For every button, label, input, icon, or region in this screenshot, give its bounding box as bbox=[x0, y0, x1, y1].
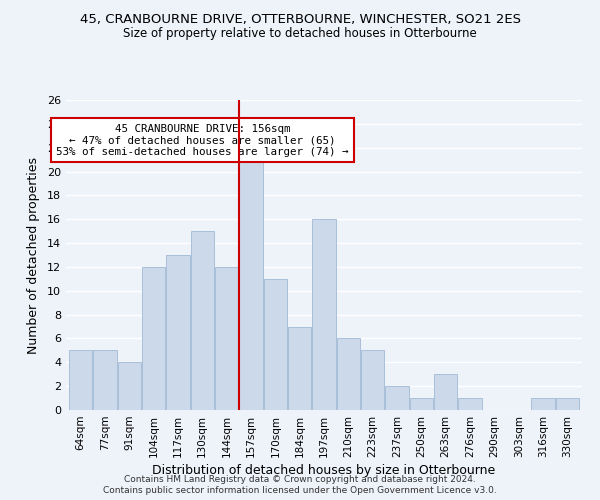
Bar bbox=[337, 338, 360, 410]
Bar bbox=[118, 362, 141, 410]
Bar bbox=[94, 350, 116, 410]
X-axis label: Distribution of detached houses by size in Otterbourne: Distribution of detached houses by size … bbox=[152, 464, 496, 477]
Bar bbox=[239, 160, 263, 410]
Text: Size of property relative to detached houses in Otterbourne: Size of property relative to detached ho… bbox=[123, 28, 477, 40]
Bar bbox=[69, 350, 92, 410]
Bar bbox=[458, 398, 482, 410]
Text: Contains public sector information licensed under the Open Government Licence v3: Contains public sector information licen… bbox=[103, 486, 497, 495]
Bar bbox=[215, 267, 238, 410]
Bar bbox=[166, 255, 190, 410]
Bar bbox=[288, 326, 311, 410]
Text: Contains HM Land Registry data © Crown copyright and database right 2024.: Contains HM Land Registry data © Crown c… bbox=[124, 475, 476, 484]
Bar bbox=[410, 398, 433, 410]
Y-axis label: Number of detached properties: Number of detached properties bbox=[27, 156, 40, 354]
Text: 45 CRANBOURNE DRIVE: 156sqm
← 47% of detached houses are smaller (65)
53% of sem: 45 CRANBOURNE DRIVE: 156sqm ← 47% of det… bbox=[56, 124, 349, 157]
Bar bbox=[532, 398, 554, 410]
Bar bbox=[385, 386, 409, 410]
Bar bbox=[361, 350, 384, 410]
Bar bbox=[264, 279, 287, 410]
Bar bbox=[142, 267, 165, 410]
Bar bbox=[313, 219, 335, 410]
Bar bbox=[191, 231, 214, 410]
Text: 45, CRANBOURNE DRIVE, OTTERBOURNE, WINCHESTER, SO21 2ES: 45, CRANBOURNE DRIVE, OTTERBOURNE, WINCH… bbox=[79, 12, 521, 26]
Bar bbox=[556, 398, 579, 410]
Bar bbox=[434, 374, 457, 410]
